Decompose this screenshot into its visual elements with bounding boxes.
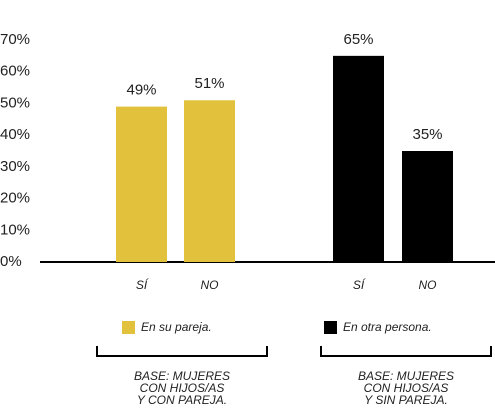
y-tick-label: 60% bbox=[0, 63, 30, 80]
y-tick-label: 50% bbox=[0, 94, 30, 111]
legend-swatch bbox=[122, 321, 135, 334]
legend-swatch bbox=[324, 321, 337, 334]
base-note: CON HIJOS/AS bbox=[364, 381, 449, 395]
x-tick-label: SÍ bbox=[136, 277, 149, 292]
base-note: Y CON PAREJA. bbox=[137, 393, 227, 407]
base-note: BASE: MUJERES bbox=[134, 369, 230, 383]
x-tick-label: SÍ bbox=[353, 277, 366, 292]
x-tick-label: NO bbox=[419, 278, 437, 292]
legend-label: En su pareja. bbox=[141, 320, 212, 334]
base-note: Y SIN PAREJA. bbox=[364, 393, 448, 407]
x-tick-label: NO bbox=[201, 278, 219, 292]
y-tick-label: 20% bbox=[0, 190, 30, 207]
value-label: 65% bbox=[343, 31, 373, 48]
value-label: 35% bbox=[412, 126, 442, 143]
y-tick-label: 0% bbox=[0, 253, 22, 270]
y-tick-label: 30% bbox=[0, 158, 30, 175]
y-tick-label: 70% bbox=[0, 31, 30, 48]
bracket bbox=[320, 346, 492, 357]
bar bbox=[402, 151, 453, 262]
y-tick-label: 40% bbox=[0, 126, 30, 143]
bar bbox=[333, 55, 384, 262]
base-note: CON HIJOS/AS bbox=[140, 381, 225, 395]
value-label: 51% bbox=[194, 75, 224, 92]
bar bbox=[184, 100, 235, 262]
value-label: 49% bbox=[126, 82, 156, 99]
legend-label: En otra persona. bbox=[343, 320, 432, 334]
bar bbox=[116, 106, 167, 262]
y-tick-label: 10% bbox=[0, 221, 30, 238]
base-note: BASE: MUJERES bbox=[358, 369, 454, 383]
bracket bbox=[96, 346, 268, 357]
